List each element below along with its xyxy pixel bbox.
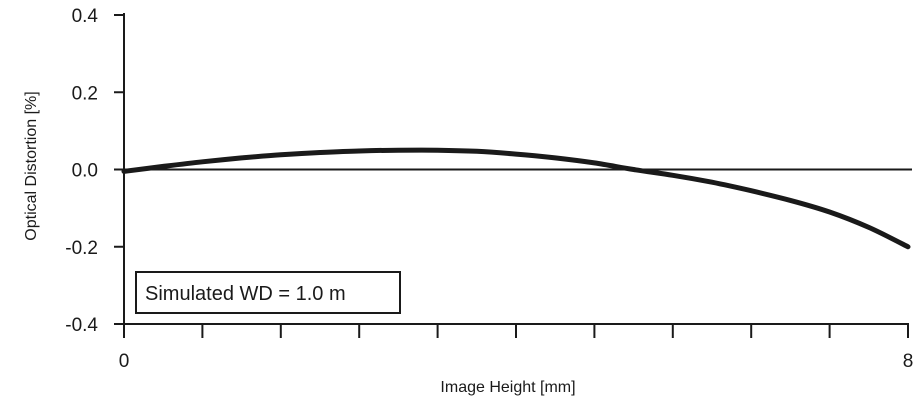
y-tick-label: 0.0	[72, 161, 98, 182]
x-tick-label: 0	[119, 351, 130, 372]
y-tick-label: 0.2	[72, 83, 98, 104]
annotation-text: Simulated WD = 1.0 m	[145, 283, 346, 305]
distortion-curve	[121, 147, 911, 250]
x-tick-label: 8	[903, 351, 914, 372]
y-axis-label: Optical Distortion [%]	[23, 91, 40, 240]
axes: -0.4 -0.2 0.0 0.2 0.4 0 8	[65, 6, 913, 372]
annotation-frame	[135, 271, 401, 314]
annotation-box: Simulated WD = 1.0 m	[135, 271, 401, 314]
x-axis-label: Image Height [mm]	[440, 379, 575, 396]
y-tick-label: -0.4	[65, 315, 98, 336]
series-layer	[121, 147, 911, 250]
y-tick-label: 0.4	[72, 6, 99, 27]
y-tick-label: -0.2	[65, 238, 98, 259]
